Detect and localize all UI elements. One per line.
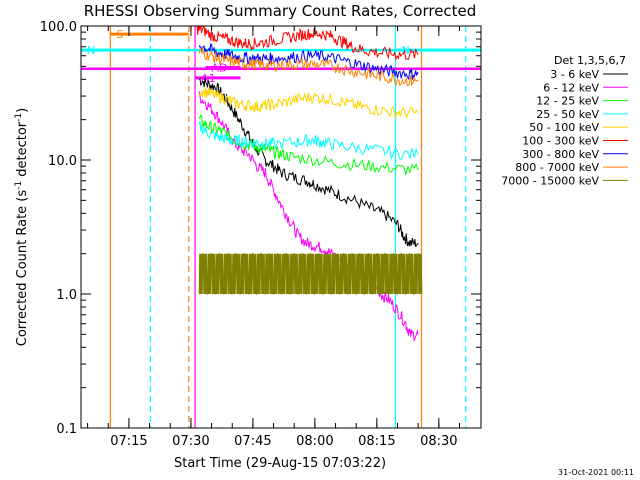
y-tick-label: 100.0: [40, 20, 77, 35]
series-line: [198, 77, 419, 248]
y-axis-label-sup1: -1: [14, 181, 24, 190]
x-tick-label: 07:45: [234, 434, 271, 449]
x-axis: 07:15 07:30 07:45 08:00 08:15 08:30: [87, 26, 461, 449]
x-tick-label: 08:00: [296, 434, 333, 449]
legend-label: 100 - 300 keV: [522, 135, 599, 148]
series-group: [196, 26, 423, 342]
legend-label: 6 - 12 keV: [543, 81, 599, 94]
y-axis-label-part2: detector: [15, 121, 30, 181]
y-tick-label: 0.1: [56, 422, 77, 437]
y-axis-label-part3: ): [15, 108, 30, 113]
legend-label: 800 - 7000 keV: [515, 161, 599, 174]
series-line: [198, 87, 419, 120]
y-tick-label: 1.0: [56, 288, 77, 303]
x-tick-label: 07:30: [172, 434, 209, 449]
y-axis-label-sup2: -1: [14, 113, 24, 122]
series-line: [196, 26, 419, 61]
series-line: [198, 121, 419, 161]
y-axis: 0.1 1.0 10.0 100.0: [40, 20, 481, 437]
legend-label: 12 - 25 keV: [536, 95, 599, 108]
series-line: [198, 48, 419, 87]
x-tick-label: 08:15: [358, 434, 395, 449]
x-tick-label: 08:30: [420, 434, 457, 449]
x-axis-label: Start Time (29-Aug-15 07:03:22): [174, 456, 386, 471]
y-axis-label: Corrected Count Rate (s-1 detector-1): [14, 108, 30, 346]
plot-frame: [80, 25, 482, 429]
flag-bar-label: S: [116, 28, 123, 41]
series-line: [198, 114, 419, 177]
flag-bar-label: N: [87, 44, 95, 57]
y-tick-label: 10.0: [48, 154, 77, 169]
series-line: [198, 253, 423, 295]
legend-label: 7000 - 15000 keV: [501, 174, 599, 187]
legend-title: Det 1,3,5,6,7: [554, 54, 626, 67]
legend-label: 50 - 100 keV: [529, 121, 599, 134]
series-line: [198, 42, 419, 81]
legend-label: 300 - 800 keV: [522, 148, 599, 161]
timestamp: 31-Oct-2021 00:11: [558, 468, 634, 477]
chart-title: RHESSI Observing Summary Count Rates, Co…: [84, 2, 477, 20]
legend-label: 3 - 6 keV: [550, 68, 599, 81]
flag-bar-label: AD: [211, 62, 227, 75]
legend-label: 25 - 50 keV: [536, 108, 599, 121]
y-axis-label-part1: Corrected Count Rate (s: [15, 190, 30, 347]
flag-bar-label: N: [401, 44, 409, 57]
x-tick-label: 07:15: [110, 434, 147, 449]
